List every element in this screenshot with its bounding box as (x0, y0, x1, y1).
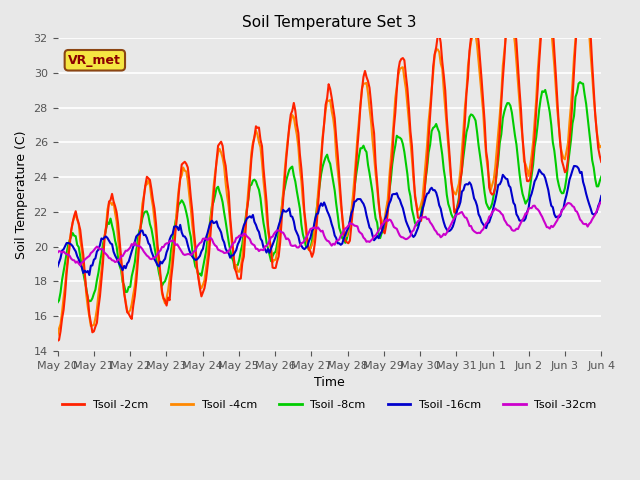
Line: Tsoil -8cm: Tsoil -8cm (58, 82, 601, 302)
Tsoil -32cm (569, 203, 577, 209)
Tsoil -32cm (244, 235, 252, 240)
Tsoil -2cm (216, 141, 223, 146)
Tsoil -4cm (216, 146, 223, 152)
Tsoil -2cm (120, 290, 128, 296)
Tsoil -4cm (54, 332, 61, 338)
Tsoil -2cm (54, 338, 61, 344)
Tsoil -8cm (54, 300, 61, 305)
Tsoil -32cm (122, 248, 129, 253)
Tsoil -16cm (293, 230, 301, 236)
Tsoil -4cm (120, 291, 128, 297)
Tsoil -16cm (122, 265, 129, 271)
Line: Tsoil -32cm: Tsoil -32cm (58, 202, 601, 265)
Tsoil -2cm (597, 159, 605, 165)
Tsoil -16cm (54, 264, 61, 270)
Tsoil -16cm (236, 239, 243, 244)
Tsoil -16cm (217, 229, 225, 235)
Tsoil -2cm (291, 108, 299, 114)
Tsoil -32cm (293, 244, 301, 250)
Tsoil -32cm (217, 248, 225, 254)
Tsoil -16cm (597, 193, 605, 199)
Tsoil -8cm (597, 174, 605, 180)
Tsoil -16cm (569, 168, 577, 173)
Tsoil -4cm (597, 143, 605, 149)
Line: Tsoil -2cm: Tsoil -2cm (58, 0, 601, 341)
Tsoil -4cm (291, 124, 299, 130)
Tsoil -2cm (567, 121, 575, 127)
Tsoil -8cm (243, 205, 251, 211)
Title: Soil Temperature Set 3: Soil Temperature Set 3 (242, 15, 417, 30)
Tsoil -8cm (234, 262, 242, 268)
Tsoil -2cm (234, 276, 242, 281)
Tsoil -16cm (244, 215, 252, 220)
Tsoil -32cm (76, 263, 84, 268)
Tsoil -16cm (570, 163, 578, 169)
Tsoil -8cm (567, 137, 575, 143)
Text: VR_met: VR_met (68, 54, 121, 67)
Legend: Tsoil -2cm, Tsoil -4cm, Tsoil -8cm, Tsoil -16cm, Tsoil -32cm: Tsoil -2cm, Tsoil -4cm, Tsoil -8cm, Tsoi… (58, 395, 601, 414)
Tsoil -4cm (234, 269, 242, 275)
Tsoil -8cm (576, 79, 584, 85)
Tsoil -16cm (86, 272, 93, 278)
Tsoil -8cm (291, 179, 299, 184)
Tsoil -32cm (54, 250, 61, 255)
Line: Tsoil -16cm: Tsoil -16cm (58, 166, 601, 275)
Tsoil -4cm (567, 102, 575, 108)
Tsoil -2cm (243, 208, 251, 214)
X-axis label: Time: Time (314, 376, 345, 389)
Tsoil -8cm (216, 189, 223, 195)
Tsoil -4cm (243, 205, 251, 211)
Tsoil -32cm (597, 199, 605, 205)
Line: Tsoil -4cm: Tsoil -4cm (58, 0, 601, 335)
Tsoil -8cm (120, 283, 128, 288)
Tsoil -32cm (236, 233, 243, 239)
Y-axis label: Soil Temperature (C): Soil Temperature (C) (15, 130, 28, 259)
